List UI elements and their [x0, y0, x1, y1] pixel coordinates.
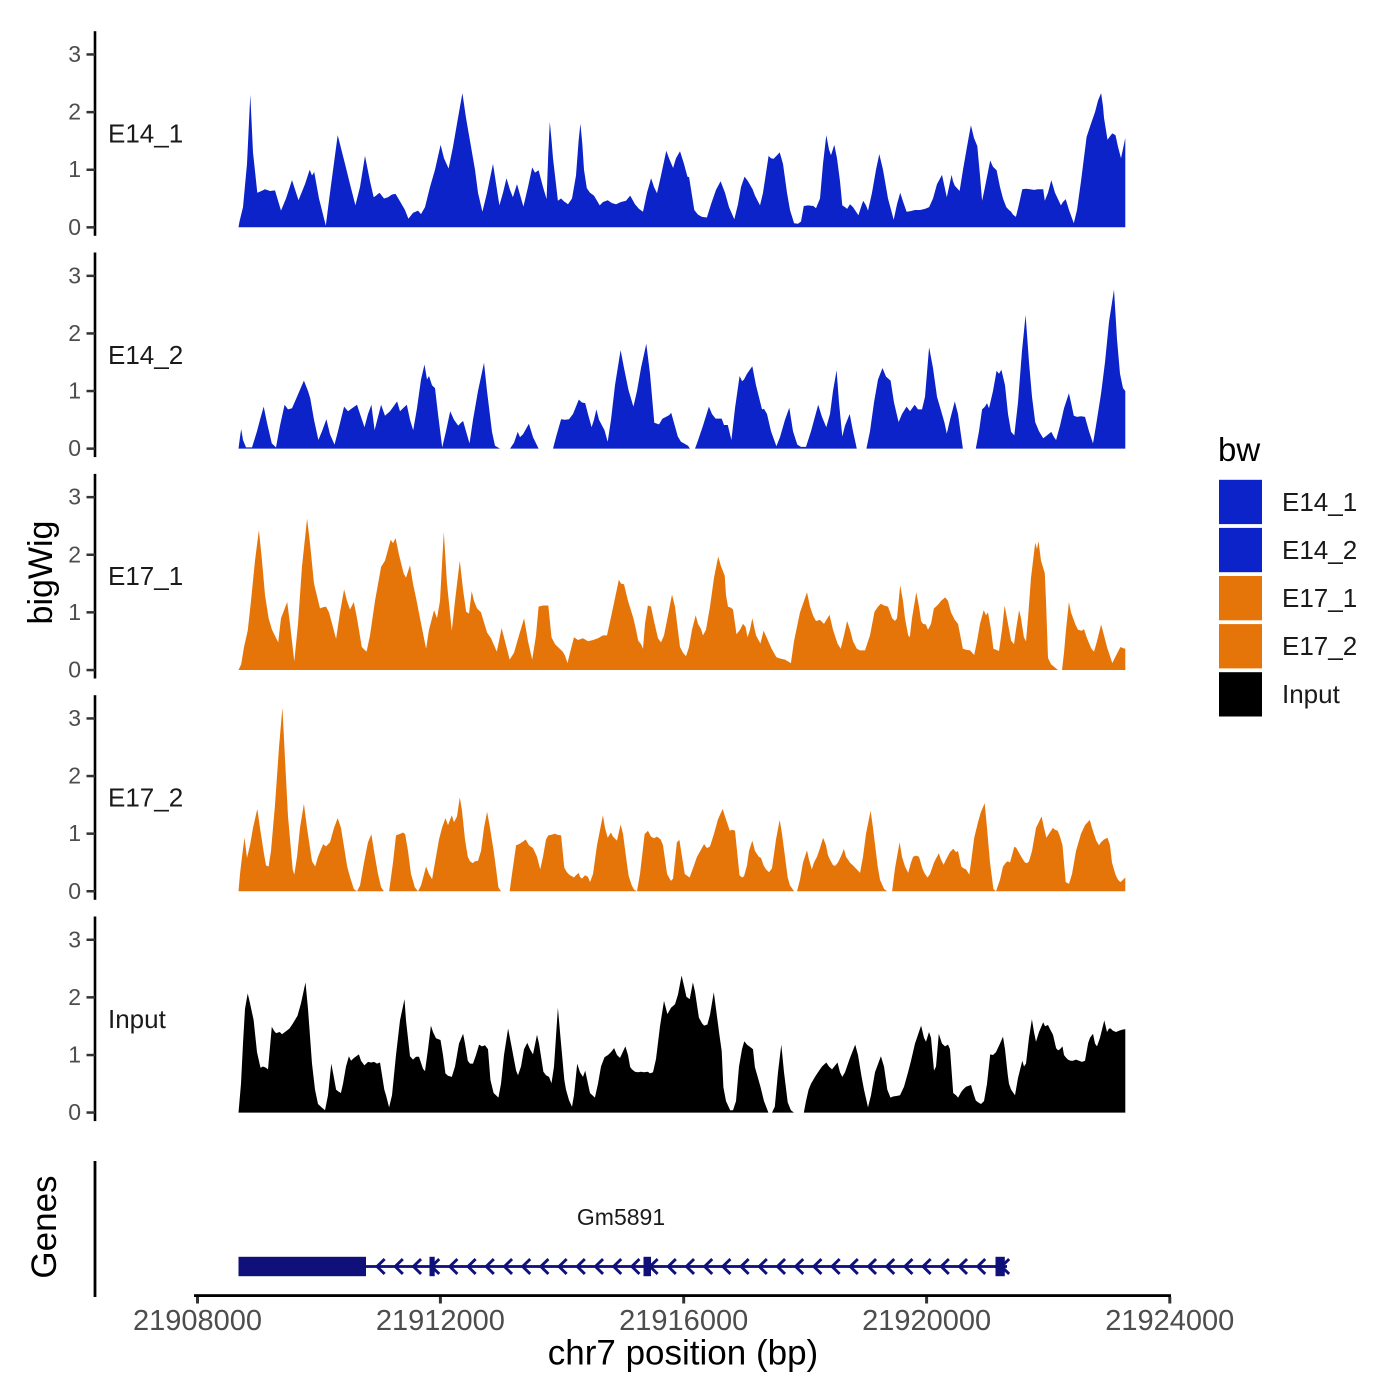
svg-text:2: 2 — [68, 763, 81, 789]
svg-text:0: 0 — [68, 1099, 81, 1125]
svg-text:1: 1 — [68, 820, 81, 846]
svg-text:Input: Input — [1282, 679, 1341, 709]
svg-text:2: 2 — [68, 541, 81, 567]
svg-text:0: 0 — [68, 435, 81, 461]
svg-text:E17_2: E17_2 — [108, 783, 183, 813]
svg-text:21916000: 21916000 — [619, 1305, 748, 1337]
svg-text:0: 0 — [68, 214, 81, 240]
svg-text:0: 0 — [68, 878, 81, 904]
svg-text:1: 1 — [68, 599, 81, 625]
svg-text:chr7 position (bp): chr7 position (bp) — [548, 1334, 818, 1373]
svg-text:E17_1: E17_1 — [1282, 583, 1357, 613]
svg-text:Genes: Genes — [25, 1175, 64, 1278]
svg-text:E14_1: E14_1 — [1282, 487, 1357, 517]
svg-text:bw: bw — [1218, 431, 1260, 468]
svg-text:E14_2: E14_2 — [108, 340, 183, 370]
svg-text:Gm5891: Gm5891 — [577, 1204, 665, 1230]
svg-text:21912000: 21912000 — [376, 1305, 505, 1337]
svg-text:2: 2 — [68, 320, 81, 346]
svg-text:1: 1 — [68, 156, 81, 182]
svg-text:21924000: 21924000 — [1105, 1305, 1234, 1337]
svg-text:3: 3 — [68, 705, 81, 731]
svg-text:3: 3 — [68, 926, 81, 952]
svg-text:3: 3 — [68, 262, 81, 288]
svg-text:Input: Input — [108, 1004, 167, 1034]
svg-text:21908000: 21908000 — [133, 1305, 262, 1337]
svg-text:3: 3 — [68, 484, 81, 510]
svg-text:3: 3 — [68, 41, 81, 67]
svg-text:E17_1: E17_1 — [108, 561, 183, 591]
svg-text:0: 0 — [68, 657, 81, 683]
svg-text:1: 1 — [68, 378, 81, 404]
svg-text:2: 2 — [68, 984, 81, 1010]
svg-text:E17_2: E17_2 — [1282, 631, 1357, 661]
svg-text:21920000: 21920000 — [862, 1305, 991, 1337]
svg-text:bigWig: bigWig — [22, 521, 60, 625]
svg-text:1: 1 — [68, 1042, 81, 1068]
svg-text:E14_1: E14_1 — [108, 119, 183, 149]
svg-text:2: 2 — [68, 99, 81, 125]
svg-text:E14_2: E14_2 — [1282, 535, 1357, 565]
